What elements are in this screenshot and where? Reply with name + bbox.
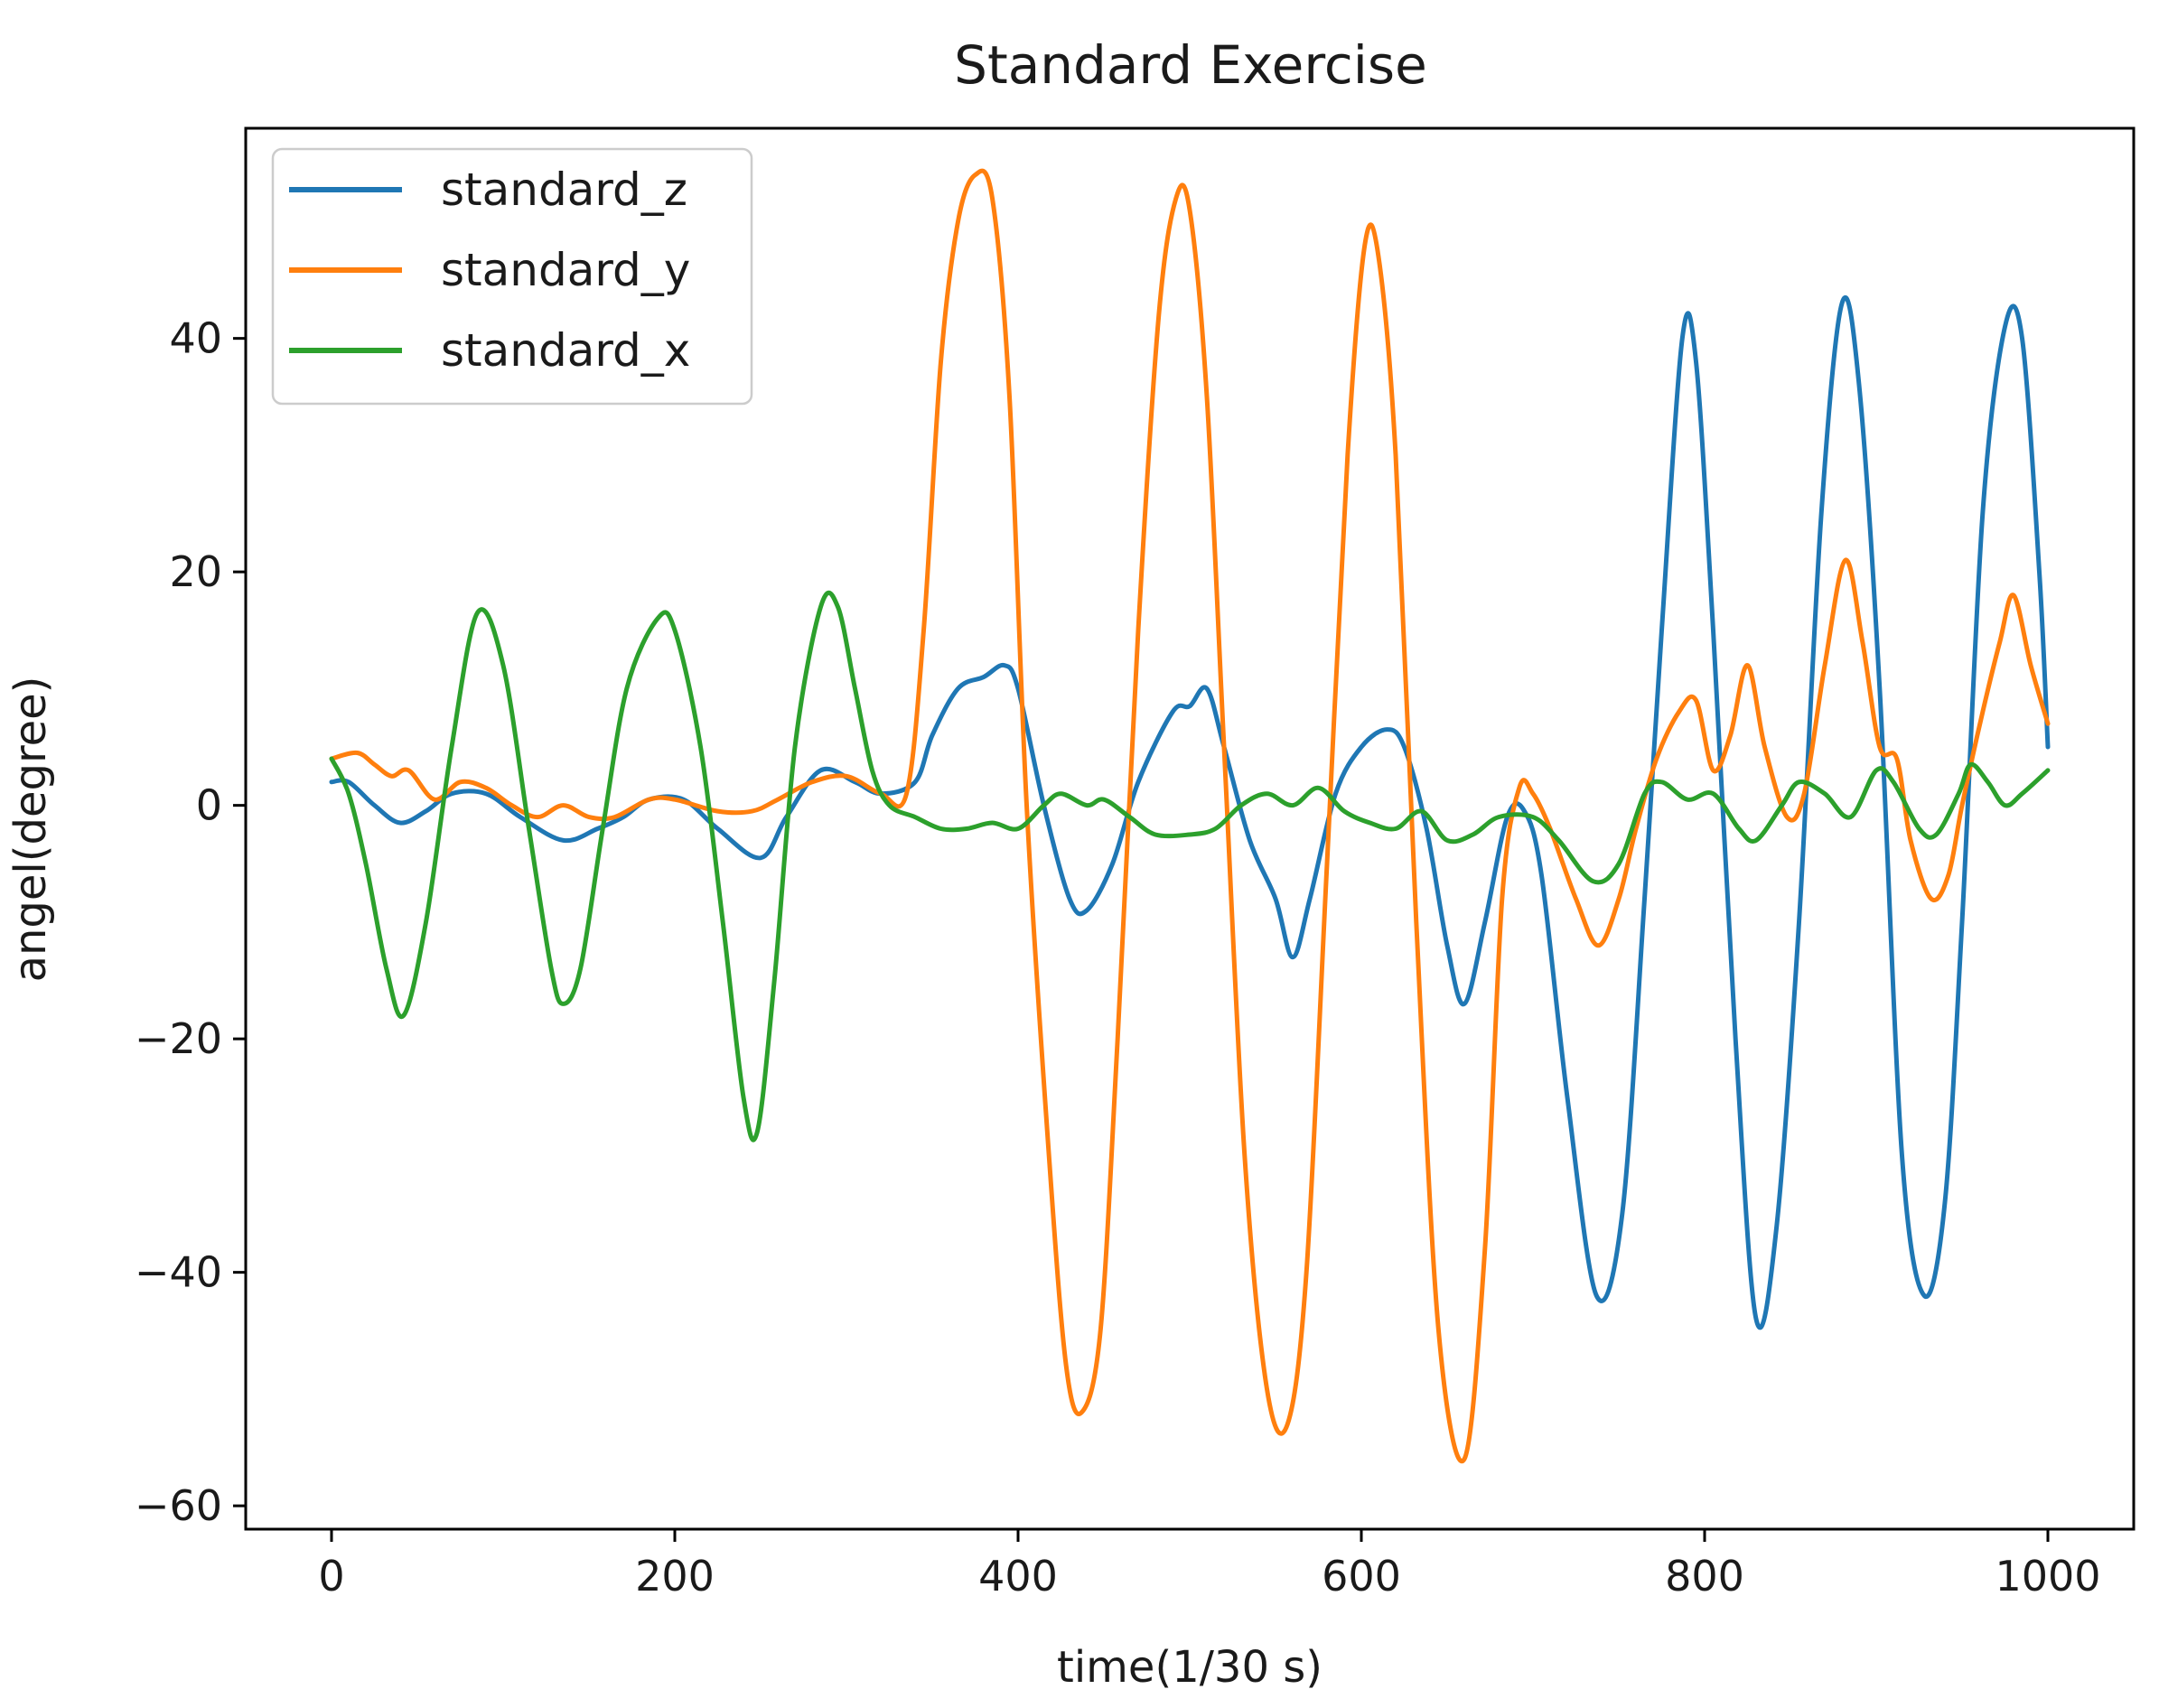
y-tick-label: −20 xyxy=(135,1014,222,1063)
plot-area-frame xyxy=(244,126,2136,1531)
x-tick-label: 0 xyxy=(318,1552,344,1601)
x-tick-label: 1000 xyxy=(1995,1552,2100,1601)
y-tick-label: −40 xyxy=(135,1248,222,1297)
y-tick-label: 0 xyxy=(196,781,222,830)
chart-title: Standard Exercise xyxy=(954,34,1427,96)
series-line-standard-z xyxy=(329,294,2051,1330)
x-tick-label: 400 xyxy=(978,1552,1058,1601)
y-axis-label: angel(degree) xyxy=(5,677,56,983)
x-axis-label: time(1/30 s) xyxy=(1057,1642,1323,1693)
legend-label-standard-x: standard_x xyxy=(441,324,690,377)
y-tick-label: −60 xyxy=(135,1481,222,1530)
legend-label-standard-z: standard_z xyxy=(441,163,687,216)
y-tick-label: 40 xyxy=(169,314,222,363)
y-tick-label: 20 xyxy=(169,547,222,596)
x-tick-label: 600 xyxy=(1322,1552,1401,1601)
x-tick-label: 200 xyxy=(635,1552,715,1601)
legend: standard_z standard_y standard_x xyxy=(271,147,753,406)
series-lines xyxy=(329,168,2051,1464)
x-tick-label: 800 xyxy=(1665,1552,1744,1601)
series-line-standard-y xyxy=(329,168,2051,1464)
y-axis-ticks: −60 −40 −20 0 20 40 xyxy=(135,314,246,1530)
legend-box xyxy=(271,147,753,406)
series-line-standard-x xyxy=(329,591,2051,1143)
legend-label-standard-y: standard_y xyxy=(441,244,690,296)
x-axis-ticks: 0 200 400 600 800 1000 xyxy=(318,1529,2101,1601)
